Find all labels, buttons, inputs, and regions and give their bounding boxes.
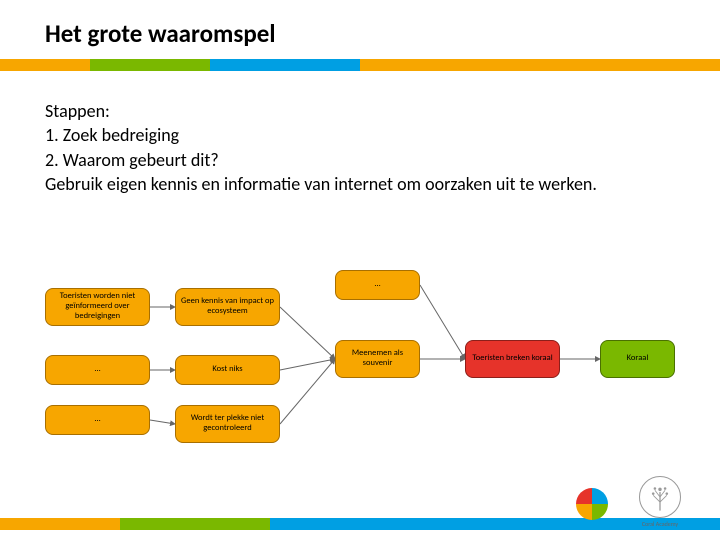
flowchart-node: Geen kennis van impact op ecosysteem — [175, 288, 280, 326]
page-title: Het grote waaromspel — [45, 18, 720, 49]
bottom-stripe — [0, 518, 720, 530]
top-stripe — [0, 59, 720, 71]
stripe-segment — [0, 59, 90, 71]
flowchart-node: … — [45, 405, 150, 435]
stripe-segment — [0, 518, 120, 530]
stripe-segment — [90, 59, 210, 71]
stripe-segment — [120, 518, 270, 530]
step-2: 2. Waarom gebeurt dit? — [45, 148, 675, 172]
flowchart-node: … — [45, 355, 150, 385]
body-text: Stappen: 1. Zoek bedreiging 2. Waarom ge… — [0, 71, 720, 196]
flowchart-node: Meenemen als souvenir — [335, 340, 420, 378]
intro-line: Stappen: — [45, 99, 675, 123]
stripe-segment — [210, 59, 360, 71]
academy-label: Coral Academy — [630, 520, 690, 528]
step-1: 1. Zoek bedreiging — [45, 123, 675, 147]
pie-logo-icon — [574, 486, 610, 522]
flowchart-diagram: Toeristen worden niet geïnformeerd over … — [45, 270, 675, 460]
flowchart-node: Kost niks — [175, 355, 280, 385]
flowchart-node: Wordt ter plekke niet gecontroleerd — [175, 405, 280, 443]
title-area: Het grote waaromspel — [0, 0, 720, 49]
stripe-segment — [360, 59, 720, 71]
flowchart-node: Toeristen breken koraal — [465, 340, 560, 378]
academy-logo: Coral Academy — [630, 476, 690, 528]
outro-line: Gebruik eigen kennis en informatie van i… — [45, 172, 675, 196]
flowchart-node: … — [335, 270, 420, 300]
academy-circle-icon — [639, 476, 681, 518]
flowchart-node: Koraal — [600, 340, 675, 378]
flowchart-node: Toeristen worden niet geïnformeerd over … — [45, 288, 150, 326]
